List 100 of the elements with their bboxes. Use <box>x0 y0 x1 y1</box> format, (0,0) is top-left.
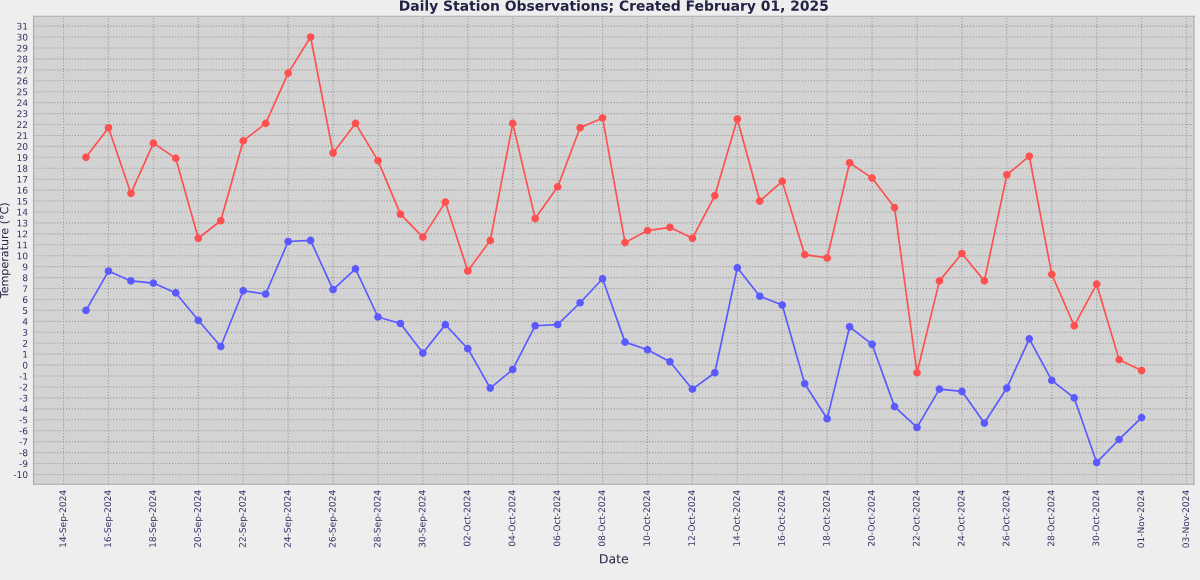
y-tick-label: 30 <box>17 33 28 41</box>
y-tick-label: 21 <box>17 132 28 139</box>
y-tick-label: 25 <box>17 88 28 96</box>
y-tick-label: 13 <box>17 219 28 227</box>
y-tick-label: 20 <box>17 143 28 150</box>
x-tick-label: 30-Oct-2024 <box>1092 490 1100 546</box>
point <box>890 402 899 411</box>
point <box>374 313 382 321</box>
point <box>778 301 787 309</box>
y-tick-label: 1 <box>23 351 28 358</box>
point <box>666 223 674 232</box>
point <box>1070 321 1079 330</box>
point <box>374 156 382 165</box>
x-tick-label: 22-Sep-2024 <box>239 490 248 548</box>
y-tick-label: 7 <box>23 285 28 292</box>
y-tick-label: 19 <box>17 154 28 161</box>
point <box>823 254 831 262</box>
point <box>980 419 989 427</box>
point <box>621 238 629 247</box>
y-tick-label: 2 <box>22 339 28 347</box>
point <box>711 368 719 377</box>
point <box>194 316 203 325</box>
point <box>419 233 427 241</box>
x-tick-label: 22-Oct-2024 <box>912 490 920 547</box>
point <box>463 344 472 353</box>
point <box>419 349 427 357</box>
point <box>553 183 562 191</box>
point <box>306 33 315 41</box>
point <box>104 267 113 275</box>
y-tick-label: -9 <box>19 460 28 468</box>
point <box>1025 152 1034 161</box>
point <box>1115 355 1123 364</box>
y-tick-label: 18 <box>17 164 28 172</box>
y-tick-label: -6 <box>19 427 28 435</box>
y-tick-label: 22 <box>17 121 28 128</box>
y-tick-label: -3 <box>19 394 28 402</box>
x-tick-label: 14-Oct-2024 <box>733 490 740 546</box>
y-tick-label: 11 <box>17 241 28 249</box>
point <box>913 423 921 432</box>
point <box>980 277 989 285</box>
y-tick-label: 4 <box>22 318 28 325</box>
point <box>823 414 831 423</box>
y-tick-label: 9 <box>22 263 28 271</box>
x-tick-label: 26-Oct-2024 <box>1002 490 1010 547</box>
x-tick-label: 24-Sep-2024 <box>283 490 293 548</box>
point <box>104 123 113 132</box>
y-tick-label: -4 <box>19 405 28 413</box>
y-tick-label: 12 <box>17 230 28 238</box>
point <box>261 290 270 298</box>
point <box>149 139 158 147</box>
point <box>351 119 360 128</box>
point <box>755 197 764 205</box>
y-tick-label: 15 <box>17 197 28 205</box>
point <box>284 69 292 77</box>
y-tick-label: 24 <box>17 99 28 107</box>
point <box>935 385 944 393</box>
point <box>508 365 517 374</box>
x-tick-label: 20-Oct-2024 <box>867 490 875 547</box>
point <box>441 320 450 329</box>
point <box>711 191 719 200</box>
y-tick-label: 16 <box>17 186 28 194</box>
y-tick-label: 31 <box>17 22 28 30</box>
y-tick-label: -2 <box>19 383 28 391</box>
point <box>1092 280 1101 288</box>
x-tick-label: 02-Oct-2024 <box>463 490 471 547</box>
point <box>531 321 540 330</box>
x-tick-label: 28-Sep-2024 <box>373 490 383 548</box>
point <box>1047 270 1056 279</box>
point <box>508 119 517 128</box>
point <box>172 289 180 297</box>
point <box>755 292 764 301</box>
point <box>688 385 697 393</box>
point <box>553 320 562 329</box>
point <box>531 214 540 223</box>
point <box>329 285 337 294</box>
y-tick-label: 17 <box>17 176 28 183</box>
y-tick-label: -5 <box>19 416 28 424</box>
x-tick-label: 18-Oct-2024 <box>822 490 830 546</box>
point <box>778 177 787 186</box>
point <box>441 198 450 206</box>
point <box>666 357 674 366</box>
x-tick-label: 12-Oct-2024 <box>688 490 696 546</box>
point <box>216 342 225 351</box>
x-tick-label: 08-Oct-2024 <box>598 490 606 547</box>
point <box>576 298 584 307</box>
point <box>306 236 315 245</box>
point <box>1137 413 1146 422</box>
point <box>1092 458 1101 467</box>
point <box>396 319 405 328</box>
x-tick-label: 16-Oct-2024 <box>778 490 785 546</box>
point <box>598 274 607 283</box>
point <box>396 210 405 219</box>
x-tick-label: 16-Sep-2024 <box>104 490 113 547</box>
y-tick-label: 29 <box>17 44 28 52</box>
point <box>194 234 203 243</box>
x-tick-label: 10-Oct-2024 <box>643 490 651 546</box>
point <box>82 153 90 162</box>
y-tick-label: 8 <box>22 274 28 282</box>
point <box>239 137 248 145</box>
point <box>329 149 337 157</box>
